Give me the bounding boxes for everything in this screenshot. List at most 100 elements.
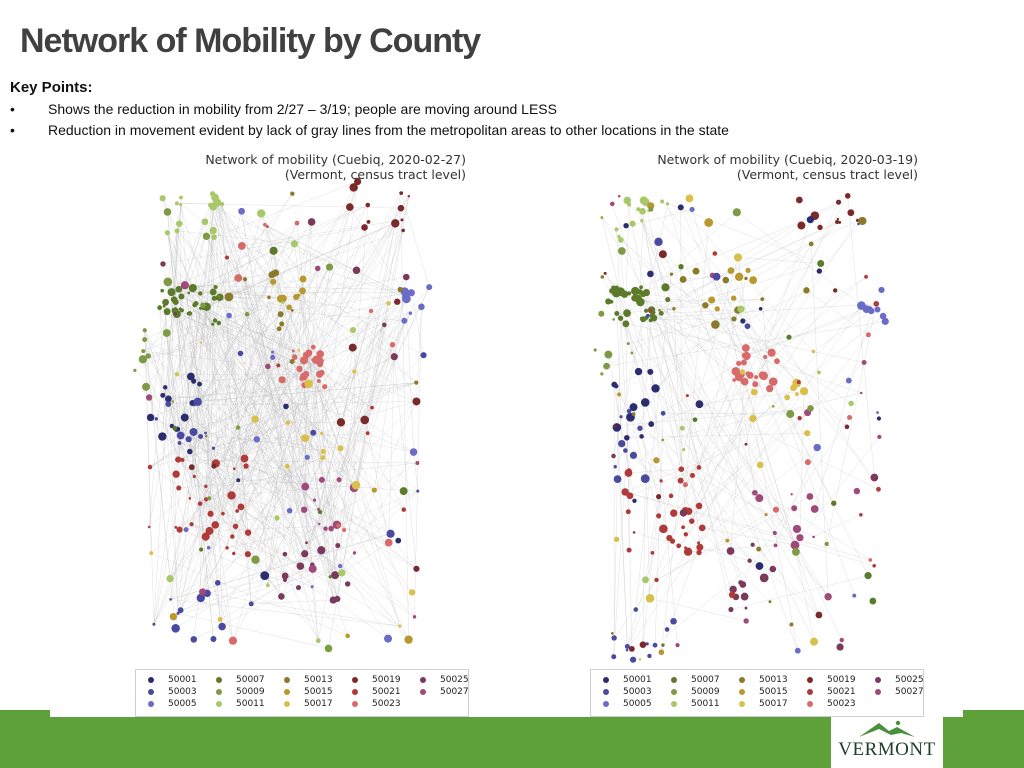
network-node bbox=[613, 424, 617, 428]
network-node bbox=[317, 546, 326, 555]
network-node bbox=[192, 474, 196, 479]
network-edge bbox=[164, 387, 239, 481]
network-edge bbox=[626, 305, 862, 651]
network-node bbox=[185, 436, 192, 443]
network-edge bbox=[193, 565, 341, 640]
legend-swatch bbox=[352, 700, 358, 707]
network-edge bbox=[650, 310, 820, 616]
network-node bbox=[741, 344, 750, 352]
network-node bbox=[650, 550, 655, 555]
network-node bbox=[276, 326, 282, 332]
network-edge bbox=[180, 204, 417, 383]
network-node bbox=[401, 317, 408, 324]
network-edge bbox=[142, 359, 179, 460]
network-edge bbox=[177, 383, 200, 430]
network-edge bbox=[144, 296, 230, 340]
network-edge bbox=[654, 545, 776, 646]
network-edge bbox=[167, 232, 305, 510]
network-edge bbox=[639, 291, 651, 599]
network-node bbox=[199, 341, 203, 344]
network-edge bbox=[661, 480, 681, 653]
network-node bbox=[598, 310, 605, 317]
network-edge bbox=[185, 266, 330, 530]
network-node bbox=[637, 425, 643, 431]
network-node bbox=[365, 431, 370, 436]
network-edge bbox=[655, 222, 840, 389]
network-edge bbox=[340, 401, 417, 423]
network-edge bbox=[179, 508, 319, 530]
network-edge bbox=[621, 250, 852, 404]
legend-label: 50025 bbox=[895, 675, 924, 685]
network-node bbox=[171, 400, 175, 403]
network-edge bbox=[206, 236, 355, 488]
network-node bbox=[756, 546, 762, 552]
legend-swatch bbox=[352, 676, 358, 683]
network-node bbox=[299, 287, 306, 295]
network-edge bbox=[702, 527, 796, 546]
network-edge bbox=[267, 226, 406, 297]
network-node bbox=[216, 320, 222, 326]
network-node bbox=[660, 199, 665, 204]
network-edge bbox=[162, 298, 217, 396]
network-node bbox=[624, 434, 630, 441]
network-node bbox=[177, 607, 184, 614]
network-node bbox=[612, 423, 622, 432]
network-node bbox=[289, 358, 295, 364]
network-edge bbox=[651, 423, 753, 545]
network-edge bbox=[194, 304, 405, 321]
network-edge bbox=[256, 386, 325, 440]
network-edge bbox=[134, 298, 284, 371]
network-node bbox=[803, 287, 810, 294]
network-edge bbox=[206, 236, 339, 526]
network-edge bbox=[193, 536, 206, 640]
network-edge bbox=[162, 204, 368, 291]
network-edge bbox=[214, 197, 306, 487]
network-node bbox=[617, 247, 626, 255]
network-node bbox=[790, 540, 800, 550]
network-node bbox=[629, 403, 638, 412]
network-node bbox=[407, 289, 415, 297]
network-edge bbox=[233, 292, 412, 554]
network-edge bbox=[191, 310, 293, 525]
network-node bbox=[864, 572, 872, 580]
legend-label: 50019 bbox=[827, 675, 856, 685]
network-edge bbox=[170, 599, 400, 627]
legend-swatch bbox=[807, 676, 813, 683]
network-edge bbox=[200, 342, 404, 492]
vermont-logo: VERMONT bbox=[831, 717, 943, 768]
network-node bbox=[389, 341, 396, 348]
network-node bbox=[648, 206, 654, 212]
legend-swatch bbox=[420, 688, 426, 695]
network-edge bbox=[218, 322, 332, 529]
network-edge bbox=[151, 306, 422, 554]
legend-item-50027: 50027 bbox=[420, 686, 469, 698]
network-node bbox=[625, 509, 631, 515]
network-edge bbox=[304, 344, 393, 554]
network-edge bbox=[171, 425, 313, 566]
network-node bbox=[334, 595, 341, 602]
network-node bbox=[260, 571, 270, 581]
network-node bbox=[629, 220, 636, 227]
network-edge bbox=[165, 387, 247, 467]
network-edge bbox=[184, 285, 213, 325]
network-edge bbox=[629, 275, 716, 294]
network-node bbox=[318, 369, 325, 376]
legend-swatch bbox=[671, 688, 677, 695]
network-edge bbox=[216, 202, 345, 531]
network-node bbox=[611, 381, 618, 388]
network-node bbox=[847, 209, 855, 217]
network-node bbox=[237, 503, 245, 511]
network-node bbox=[284, 463, 290, 469]
network-node bbox=[304, 454, 310, 460]
network-edge bbox=[142, 298, 407, 360]
network-edge bbox=[212, 193, 300, 351]
network-edge bbox=[367, 432, 414, 453]
network-edge bbox=[810, 243, 829, 597]
network-node bbox=[211, 521, 220, 529]
network-edge bbox=[633, 455, 681, 481]
legend-item-50005: 50005 bbox=[148, 698, 197, 710]
network-node bbox=[397, 204, 405, 212]
network-node bbox=[661, 283, 670, 292]
network-node bbox=[336, 418, 346, 427]
network-edge bbox=[200, 250, 274, 599]
